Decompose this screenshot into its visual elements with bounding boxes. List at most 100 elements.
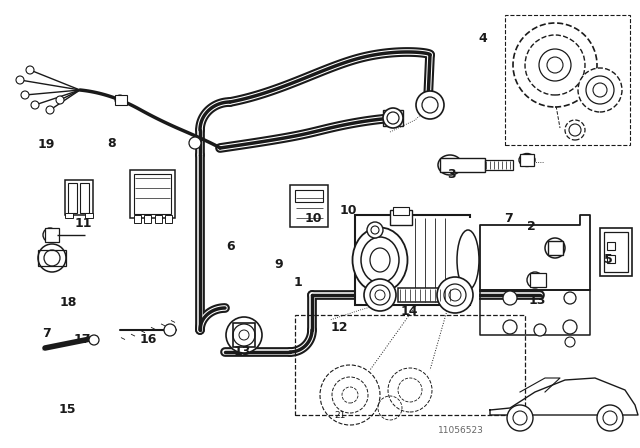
Circle shape — [527, 272, 543, 288]
Text: 5: 5 — [604, 253, 612, 267]
Text: 21: 21 — [334, 410, 346, 419]
Circle shape — [164, 324, 176, 336]
Bar — [383, 110, 403, 126]
Bar — [505, 15, 630, 145]
Circle shape — [597, 405, 623, 431]
Circle shape — [375, 290, 385, 300]
Circle shape — [233, 324, 255, 346]
Circle shape — [43, 228, 57, 242]
Text: 17: 17 — [73, 333, 91, 346]
Circle shape — [539, 49, 571, 81]
Text: 16: 16 — [140, 333, 157, 346]
Bar — [607, 242, 615, 250]
Circle shape — [586, 76, 614, 104]
Bar — [38, 250, 66, 266]
Text: 7: 7 — [42, 327, 51, 340]
Circle shape — [364, 279, 396, 311]
Bar — [134, 174, 171, 214]
Circle shape — [226, 317, 262, 353]
Ellipse shape — [438, 155, 462, 175]
Circle shape — [569, 124, 581, 136]
Bar — [355, 215, 470, 305]
Text: 11: 11 — [74, 216, 92, 230]
Bar — [362, 286, 398, 304]
Bar — [295, 190, 323, 202]
Circle shape — [444, 284, 466, 306]
Circle shape — [422, 97, 438, 113]
Text: 3: 3 — [447, 168, 456, 181]
Circle shape — [547, 57, 563, 73]
Bar — [144, 215, 151, 223]
Circle shape — [38, 244, 66, 272]
Circle shape — [56, 96, 64, 104]
Text: 10: 10 — [340, 204, 358, 217]
Circle shape — [26, 66, 34, 74]
Bar — [45, 228, 59, 242]
Circle shape — [46, 106, 54, 114]
Circle shape — [371, 226, 379, 234]
Bar — [85, 213, 93, 218]
Circle shape — [507, 405, 533, 431]
Ellipse shape — [353, 228, 408, 293]
Text: 14: 14 — [401, 305, 419, 318]
Circle shape — [549, 242, 561, 254]
Circle shape — [564, 292, 576, 304]
Text: 18: 18 — [60, 296, 77, 309]
Bar — [520, 154, 534, 166]
Text: 4: 4 — [479, 31, 488, 45]
Text: 1: 1 — [293, 276, 302, 289]
Circle shape — [239, 330, 249, 340]
Text: 19: 19 — [37, 138, 55, 151]
Bar — [440, 158, 485, 172]
Circle shape — [603, 411, 617, 425]
Circle shape — [513, 411, 527, 425]
Bar — [134, 215, 141, 223]
Circle shape — [370, 285, 390, 305]
Text: 10: 10 — [305, 212, 323, 225]
Text: 9: 9 — [274, 258, 283, 271]
Circle shape — [21, 91, 29, 99]
Ellipse shape — [522, 156, 531, 164]
Bar — [530, 273, 546, 287]
Circle shape — [593, 83, 607, 97]
Bar — [115, 95, 127, 105]
Circle shape — [513, 23, 597, 107]
Ellipse shape — [457, 230, 479, 290]
Bar — [393, 207, 409, 215]
Bar — [165, 215, 172, 223]
Circle shape — [383, 108, 403, 128]
Circle shape — [525, 35, 585, 95]
Bar — [155, 215, 162, 223]
Bar — [290, 185, 328, 227]
Text: 8: 8 — [108, 137, 116, 150]
Ellipse shape — [370, 248, 390, 272]
Circle shape — [565, 120, 585, 140]
Circle shape — [115, 95, 125, 105]
Bar — [68, 183, 77, 213]
Text: 15: 15 — [58, 403, 76, 417]
Bar — [398, 288, 453, 302]
Circle shape — [16, 76, 24, 84]
Circle shape — [44, 250, 60, 266]
Circle shape — [416, 91, 444, 119]
Text: 11056523: 11056523 — [438, 426, 484, 435]
Bar — [600, 228, 632, 276]
Bar — [233, 323, 255, 347]
Text: 7: 7 — [504, 212, 513, 225]
Circle shape — [563, 320, 577, 334]
Text: 12: 12 — [330, 321, 348, 335]
Ellipse shape — [443, 159, 457, 171]
Ellipse shape — [519, 154, 535, 167]
Bar — [604, 232, 628, 272]
Circle shape — [545, 238, 565, 258]
Circle shape — [534, 324, 546, 336]
Bar — [548, 241, 563, 255]
Circle shape — [578, 68, 622, 112]
Bar — [65, 180, 93, 215]
Circle shape — [89, 335, 99, 345]
Circle shape — [387, 112, 399, 124]
Bar — [130, 170, 175, 218]
Bar — [485, 160, 513, 170]
Text: 6: 6 — [226, 240, 235, 253]
Ellipse shape — [361, 237, 399, 283]
